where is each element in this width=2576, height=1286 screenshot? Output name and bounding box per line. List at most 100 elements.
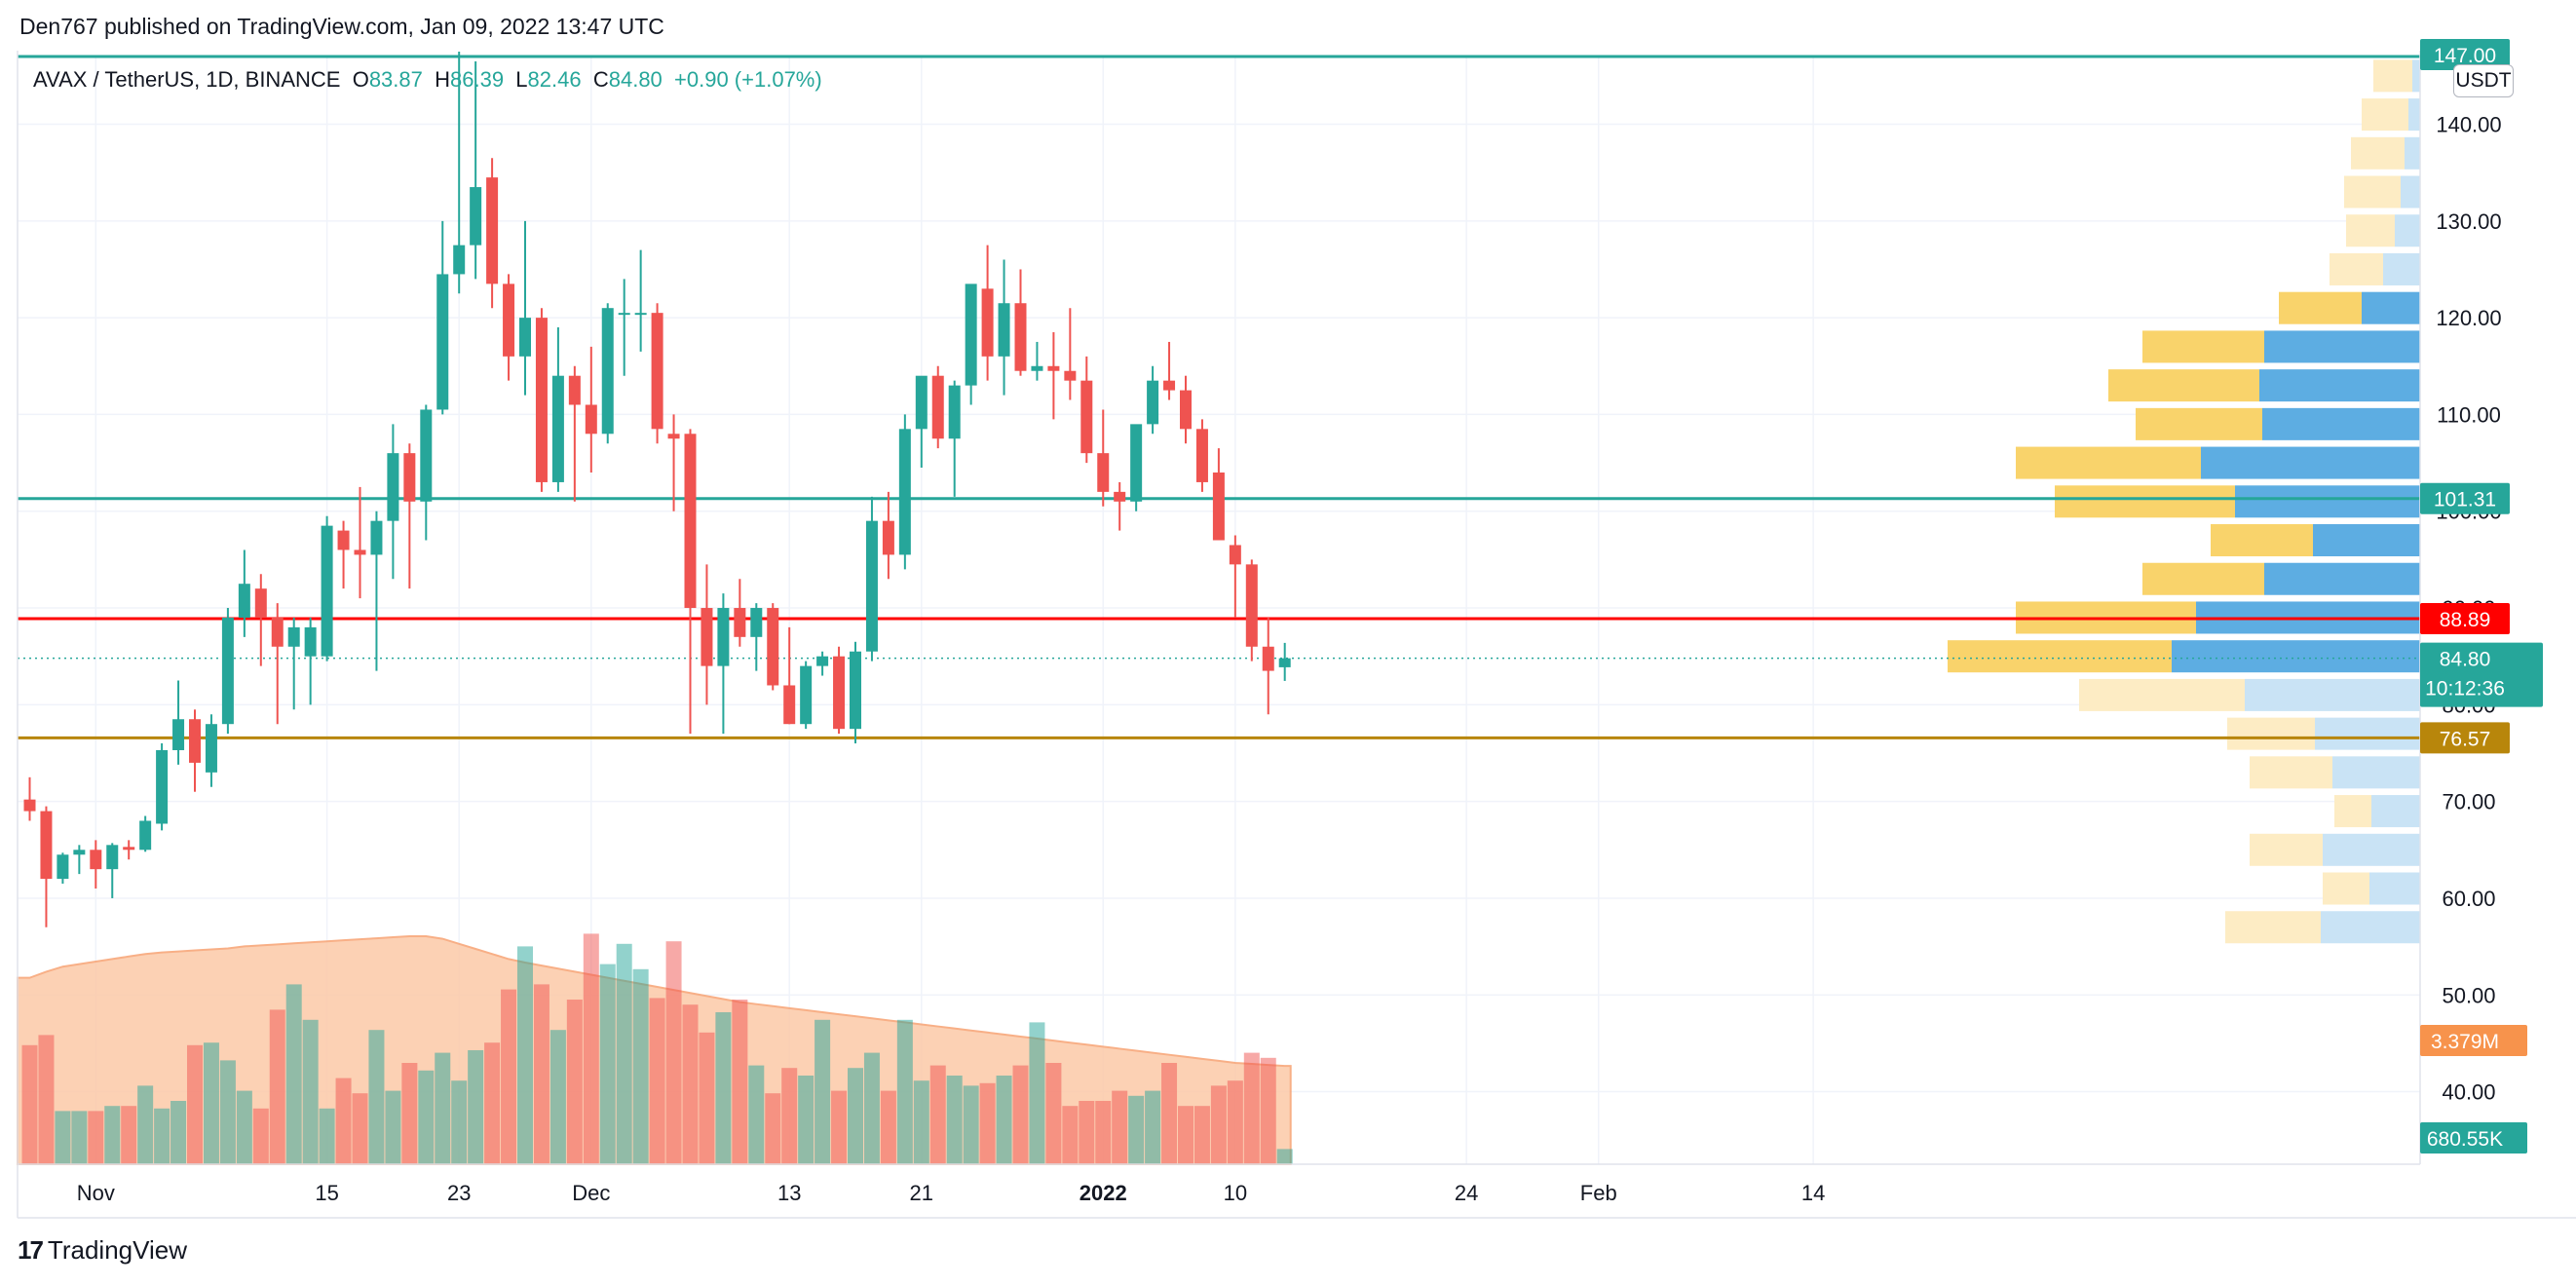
volume-bar: [533, 984, 549, 1164]
candle-body: [816, 656, 829, 666]
top-level-tag-text: 147.00: [2434, 45, 2496, 67]
support-level-tag: 76.57: [2420, 722, 2510, 754]
candle-body: [1147, 380, 1159, 425]
candle-body: [734, 608, 746, 637]
candle-body: [568, 375, 581, 405]
candle-body: [420, 409, 433, 502]
volume-bar: [929, 1065, 946, 1164]
candle-body: [1080, 380, 1093, 454]
tradingview-logo-icon: 17: [18, 1235, 44, 1265]
time-tick-label: 13: [777, 1181, 801, 1205]
candle-body: [1278, 658, 1291, 667]
volume-profile-up-bar: [2369, 872, 2420, 905]
candle-body: [90, 850, 102, 870]
volume-bar: [319, 1108, 335, 1164]
candle-body: [1262, 646, 1274, 671]
candle-body: [254, 588, 267, 618]
price-axis: 40.0050.0060.0070.0080.0090.00100.00110.…: [2419, 39, 2576, 1164]
volume-ma-tag-text: 3.379M: [2431, 1031, 2499, 1053]
candle-body: [321, 525, 333, 657]
symbol-label[interactable]: AVAX / TetherUS, 1D, BINANCE: [33, 67, 341, 92]
candle-body: [503, 284, 515, 357]
volume-profile-up-bar: [2321, 911, 2420, 944]
candle-body: [1163, 380, 1176, 391]
candle-body: [981, 288, 994, 357]
volume-profile-down-bar: [2108, 369, 2259, 402]
volume-bar: [38, 1035, 55, 1164]
volume-bar: [1193, 1106, 1210, 1164]
publisher-line: Den767 published on TradingView.com, Jan…: [19, 14, 664, 39]
resistance-level-tag-text: 101.31: [2434, 489, 2496, 511]
candle-body: [57, 854, 69, 880]
volume-bar: [880, 1090, 896, 1164]
candle-body: [403, 453, 416, 502]
volume-bar: [715, 1012, 732, 1164]
volume-ma-tag-bg: [2420, 1025, 2527, 1056]
candle-body: [667, 434, 680, 439]
volume-bar: [963, 1085, 979, 1164]
volume-profile-down-bar: [2016, 446, 2201, 479]
time-tick-label: 15: [315, 1181, 338, 1205]
time-tick-label: Nov: [77, 1181, 115, 1205]
resistance-level-tag-bg: [2420, 482, 2510, 514]
candle-body: [1229, 545, 1241, 565]
volume-bar: [1243, 1052, 1260, 1164]
candle-body: [551, 375, 564, 482]
change-value: +0.90 (+1.07%): [674, 67, 822, 92]
volume-profile-up-bar: [2264, 330, 2420, 363]
time-tick-label: Dec: [572, 1181, 610, 1205]
candle-body: [585, 404, 597, 435]
volume-profile-up-bar: [2371, 795, 2420, 828]
candle-body: [370, 520, 383, 555]
volume-bar: [748, 1065, 765, 1164]
volume-bar: [1128, 1095, 1145, 1164]
candle-body: [651, 313, 663, 430]
volume-profile-down-bar: [2351, 136, 2405, 170]
volume-bar: [252, 1108, 269, 1164]
volume-profile-up-bar: [2362, 291, 2420, 324]
candle-body: [139, 820, 152, 851]
candles: [23, 52, 1291, 927]
volume-profile-down-bar: [1948, 640, 2172, 673]
candle-body: [486, 177, 499, 284]
red-level-tag-bg: [2420, 603, 2510, 635]
volume-bar: [1260, 1057, 1276, 1164]
volume-bar: [566, 1000, 583, 1164]
volume-bar: [583, 933, 599, 1164]
volume-bar: [632, 968, 649, 1164]
low-label: L: [515, 67, 528, 92]
volume-bar: [1045, 1063, 1062, 1164]
volume-bar: [831, 1090, 848, 1164]
volume-profile-down-bar: [2334, 795, 2371, 828]
open-value: 83.87: [368, 67, 423, 92]
candle-body: [865, 520, 878, 652]
candle-body: [1047, 365, 1060, 371]
volume-bar: [219, 1060, 236, 1164]
volume-bar: [732, 1000, 748, 1164]
volume-profile-up-bar: [2408, 98, 2420, 132]
volume-bar: [896, 1019, 913, 1164]
currency-unit-button[interactable]: USDT: [2453, 64, 2514, 97]
volume-bar: [501, 989, 517, 1164]
candle-body: [73, 850, 86, 855]
candle-body: [238, 584, 250, 618]
candle-body: [304, 626, 317, 657]
candle-body: [701, 608, 713, 666]
tradingview-logo[interactable]: 17 TradingView: [18, 1235, 187, 1266]
price-tick-label: 70.00: [2442, 790, 2495, 814]
candle-body: [965, 284, 977, 386]
volume-bar: [781, 1068, 798, 1164]
time-tick-label: 21: [910, 1181, 933, 1205]
candle-body: [436, 274, 449, 410]
volume-profile-down-bar: [2362, 98, 2408, 132]
candle-body: [1064, 370, 1077, 381]
volume-bar: [1095, 1101, 1112, 1164]
levels: [18, 55, 2420, 739]
candle-body: [882, 520, 894, 555]
volume-profile-up-bar: [2323, 833, 2420, 866]
volume-profile: [1948, 59, 2420, 944]
volume-profile-up-bar: [2412, 59, 2420, 93]
volume-profile-down-bar: [2136, 407, 2262, 440]
candle-body: [948, 385, 961, 439]
